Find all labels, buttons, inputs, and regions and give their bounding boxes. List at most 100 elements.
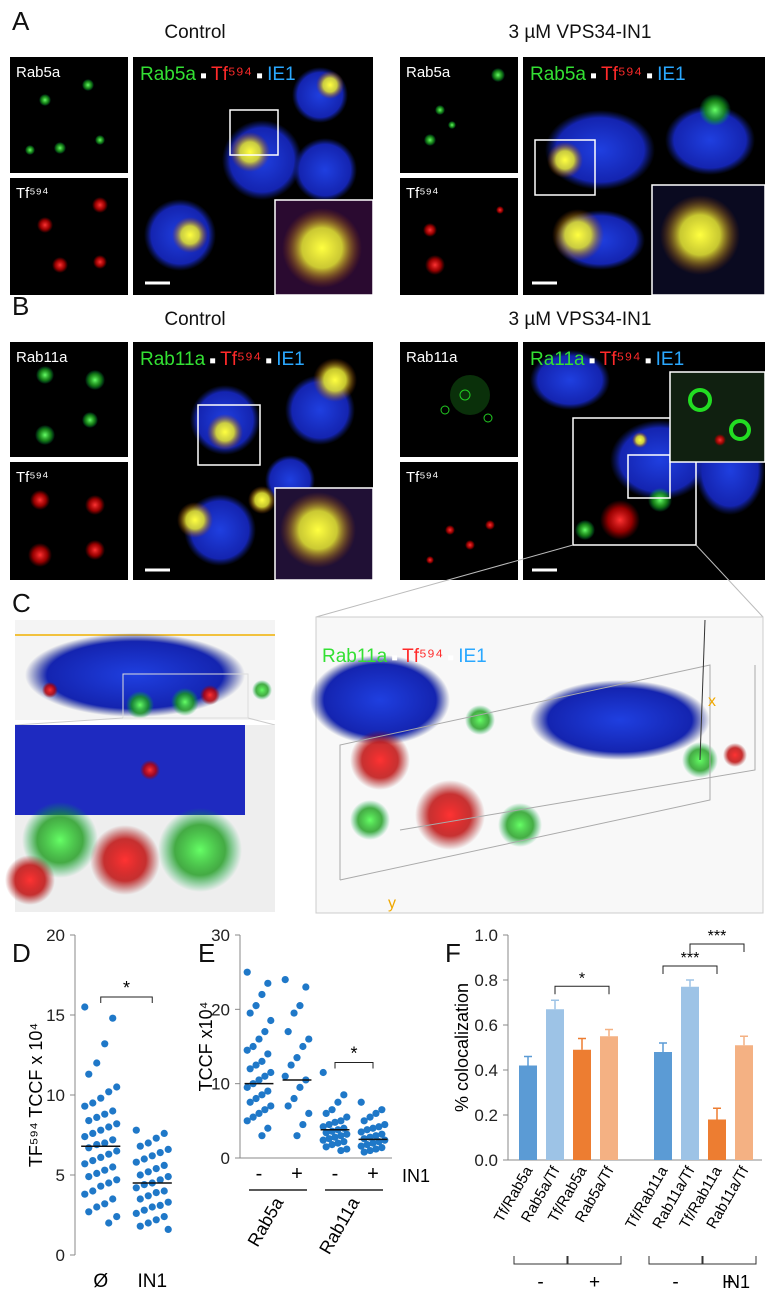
- data-point: [160, 1187, 168, 1195]
- error-bar: [713, 1107, 721, 1120]
- inset-box: [122, 673, 249, 719]
- data-point: [101, 1139, 109, 1147]
- blob: [282, 208, 362, 288]
- data-point: [264, 1087, 272, 1095]
- data-point: [261, 1106, 269, 1114]
- data-point: [85, 1173, 93, 1181]
- micrograph: [10, 178, 128, 295]
- data-point: [319, 1136, 327, 1144]
- data-point: [290, 1009, 298, 1017]
- error-bar: [686, 979, 694, 987]
- merge-label: Rab5a: [140, 64, 196, 85]
- data-point: [81, 1160, 89, 1168]
- treatment-tick-label: +: [589, 1272, 600, 1293]
- blob: [177, 502, 213, 538]
- data-point: [267, 1016, 275, 1025]
- blob: [85, 540, 105, 560]
- blob: [90, 825, 160, 895]
- y-axis-label: % colocalization: [452, 983, 472, 1112]
- render-group: [5, 544, 764, 914]
- data-point: [93, 1169, 101, 1177]
- blob: [547, 142, 583, 178]
- y-tick-label: 0: [221, 1149, 230, 1168]
- channel-label: Tf⁵⁹⁴: [16, 185, 48, 202]
- significance-bracket: [689, 943, 745, 952]
- data-point: [281, 1072, 289, 1080]
- blob: [552, 209, 604, 261]
- y-tick-label: 30: [211, 926, 230, 945]
- merge-label: Ra11a: [530, 349, 585, 370]
- error-bar: [578, 1037, 586, 1050]
- y-tick-label: 10: [211, 1075, 230, 1094]
- data-point: [281, 976, 289, 984]
- data-point: [109, 1136, 117, 1144]
- separator: [448, 655, 454, 661]
- blob: [491, 68, 505, 82]
- data-point: [378, 1106, 386, 1114]
- y-tick-label: 15: [46, 1006, 65, 1025]
- blob: [440, 405, 450, 415]
- data-point: [293, 1054, 301, 1062]
- data-point: [264, 1124, 272, 1132]
- bar: [735, 1045, 753, 1160]
- channel-label: Rab11a: [16, 349, 68, 366]
- blob: [36, 366, 54, 384]
- blob: [30, 490, 50, 510]
- blob: [600, 500, 640, 540]
- data-point: [140, 1181, 148, 1189]
- panel-letter: B: [12, 291, 29, 321]
- data-point: [81, 1133, 89, 1141]
- channel-label: Rab11a: [406, 349, 458, 366]
- merge-label: Rab11a: [322, 646, 388, 667]
- y-tick-label: 5: [56, 1166, 65, 1185]
- x-tick-label: IN1: [137, 1271, 167, 1292]
- data-point: [136, 1171, 144, 1179]
- bar: [546, 1009, 564, 1160]
- data-point: [299, 1042, 307, 1051]
- data-point: [160, 1129, 168, 1137]
- y-tick-label: 0.8: [474, 971, 498, 990]
- blob: [425, 255, 445, 275]
- data-point: [299, 1120, 307, 1129]
- data-point: [360, 1117, 368, 1125]
- blob: [699, 94, 731, 126]
- data-point: [328, 1106, 336, 1114]
- data-point: [93, 1113, 101, 1121]
- blob: [85, 495, 105, 515]
- y-tick-label: 20: [211, 1000, 230, 1019]
- data-point: [343, 1130, 351, 1138]
- data-point: [105, 1088, 113, 1096]
- merge-label: Tf⁵⁹⁴: [402, 646, 443, 667]
- blob: [530, 350, 610, 410]
- data-point: [164, 1198, 172, 1206]
- y-tick-label: 0.4: [474, 1061, 498, 1080]
- data-point: [252, 1061, 260, 1069]
- data-point: [156, 1176, 164, 1184]
- data-point: [164, 1145, 172, 1153]
- blob: [313, 358, 357, 402]
- data-point: [246, 1098, 254, 1106]
- blob: [483, 413, 493, 423]
- data-point: [152, 1165, 160, 1173]
- data-point: [319, 1123, 327, 1131]
- blob: [530, 680, 710, 760]
- data-point: [243, 968, 251, 976]
- separator: [201, 73, 206, 79]
- data-point: [140, 1155, 148, 1163]
- data-point: [81, 1102, 89, 1110]
- blob: [723, 743, 747, 767]
- error-bar: [605, 1028, 613, 1037]
- data-point: [243, 1083, 251, 1091]
- data-point: [363, 1126, 371, 1134]
- data-point: [85, 1070, 93, 1078]
- data-point: [381, 1120, 389, 1129]
- data-point: [113, 1213, 121, 1221]
- data-point: [97, 1126, 105, 1134]
- data-point: [164, 1173, 172, 1181]
- blob: [632, 432, 648, 448]
- data-point: [152, 1134, 160, 1142]
- separator: [257, 73, 263, 79]
- channel-label: Tf⁵⁹⁴: [16, 469, 48, 486]
- inset-box: [229, 109, 279, 156]
- data-point: [267, 1102, 275, 1110]
